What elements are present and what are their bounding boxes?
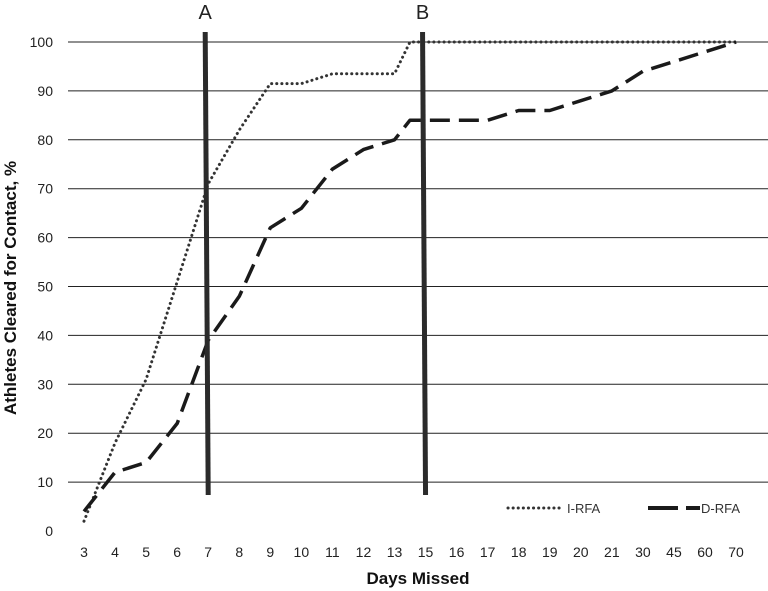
marker-label-b: B — [416, 2, 429, 24]
y-tick-label: 100 — [30, 34, 54, 50]
series-line-d-rfa — [82, 40, 737, 513]
x-tick-label: 5 — [142, 544, 150, 560]
y-tick-label: 90 — [37, 83, 53, 99]
x-tick-label: 21 — [604, 544, 620, 560]
y-tick-label: 60 — [37, 230, 53, 246]
x-tick-label: 17 — [480, 544, 496, 560]
y-tick-label: 50 — [37, 279, 53, 295]
marker-line-b — [420, 31, 429, 496]
x-tick-label: 20 — [573, 544, 589, 560]
marker-label-a: A — [199, 2, 213, 24]
y-tick-label: 20 — [37, 425, 53, 441]
x-tick-label: 9 — [266, 544, 274, 560]
legend: I-RFA D-RFA — [506, 501, 740, 516]
x-tick-label: 8 — [235, 544, 243, 560]
gridlines — [68, 41, 768, 483]
x-tick-label: 70 — [728, 544, 744, 560]
x-tick-label: 60 — [697, 544, 713, 560]
x-tick-label: 10 — [294, 544, 310, 560]
x-tick-label: 4 — [111, 544, 119, 560]
x-tick-label: 7 — [204, 544, 212, 560]
y-axis-title: Athletes Cleared for Contact, % — [1, 161, 20, 415]
x-tick-label: 3 — [80, 544, 88, 560]
x-tick-label: 6 — [173, 544, 181, 560]
x-tick-label: 12 — [356, 544, 372, 560]
series-line-i-rfa — [82, 40, 738, 523]
x-tick-label: 16 — [449, 544, 465, 560]
x-tick-label: 11 — [325, 544, 340, 560]
y-tick-label: 0 — [45, 523, 53, 539]
x-tick-label: 13 — [387, 544, 403, 560]
y-tick-label: 40 — [37, 327, 53, 343]
y-tick-label: 80 — [37, 132, 53, 148]
y-tick-label: 10 — [37, 474, 53, 490]
y-tick-label: 30 — [37, 376, 53, 392]
series-lines — [82, 40, 738, 523]
x-tick-label: 19 — [542, 544, 558, 560]
x-tick-label: 15 — [418, 544, 434, 560]
marker-line-a — [202, 31, 211, 496]
x-axis-title: Days Missed — [367, 569, 470, 588]
legend-label-i-rfa: I-RFA — [567, 501, 601, 516]
legend-label-d-rfa: D-RFA — [701, 501, 740, 516]
y-axis-ticks: 0 10 20 30 40 50 60 70 80 90 100 — [30, 34, 54, 539]
x-tick-label: 30 — [635, 544, 651, 560]
y-tick-label: 70 — [37, 181, 53, 197]
x-axis-ticks: 3 4 5 6 7 8 9 10 11 12 13 15 16 17 18 19 20 21 30 45 60 70 — [80, 544, 744, 560]
x-tick-label: 18 — [511, 544, 527, 560]
x-tick-label: 45 — [666, 544, 682, 560]
